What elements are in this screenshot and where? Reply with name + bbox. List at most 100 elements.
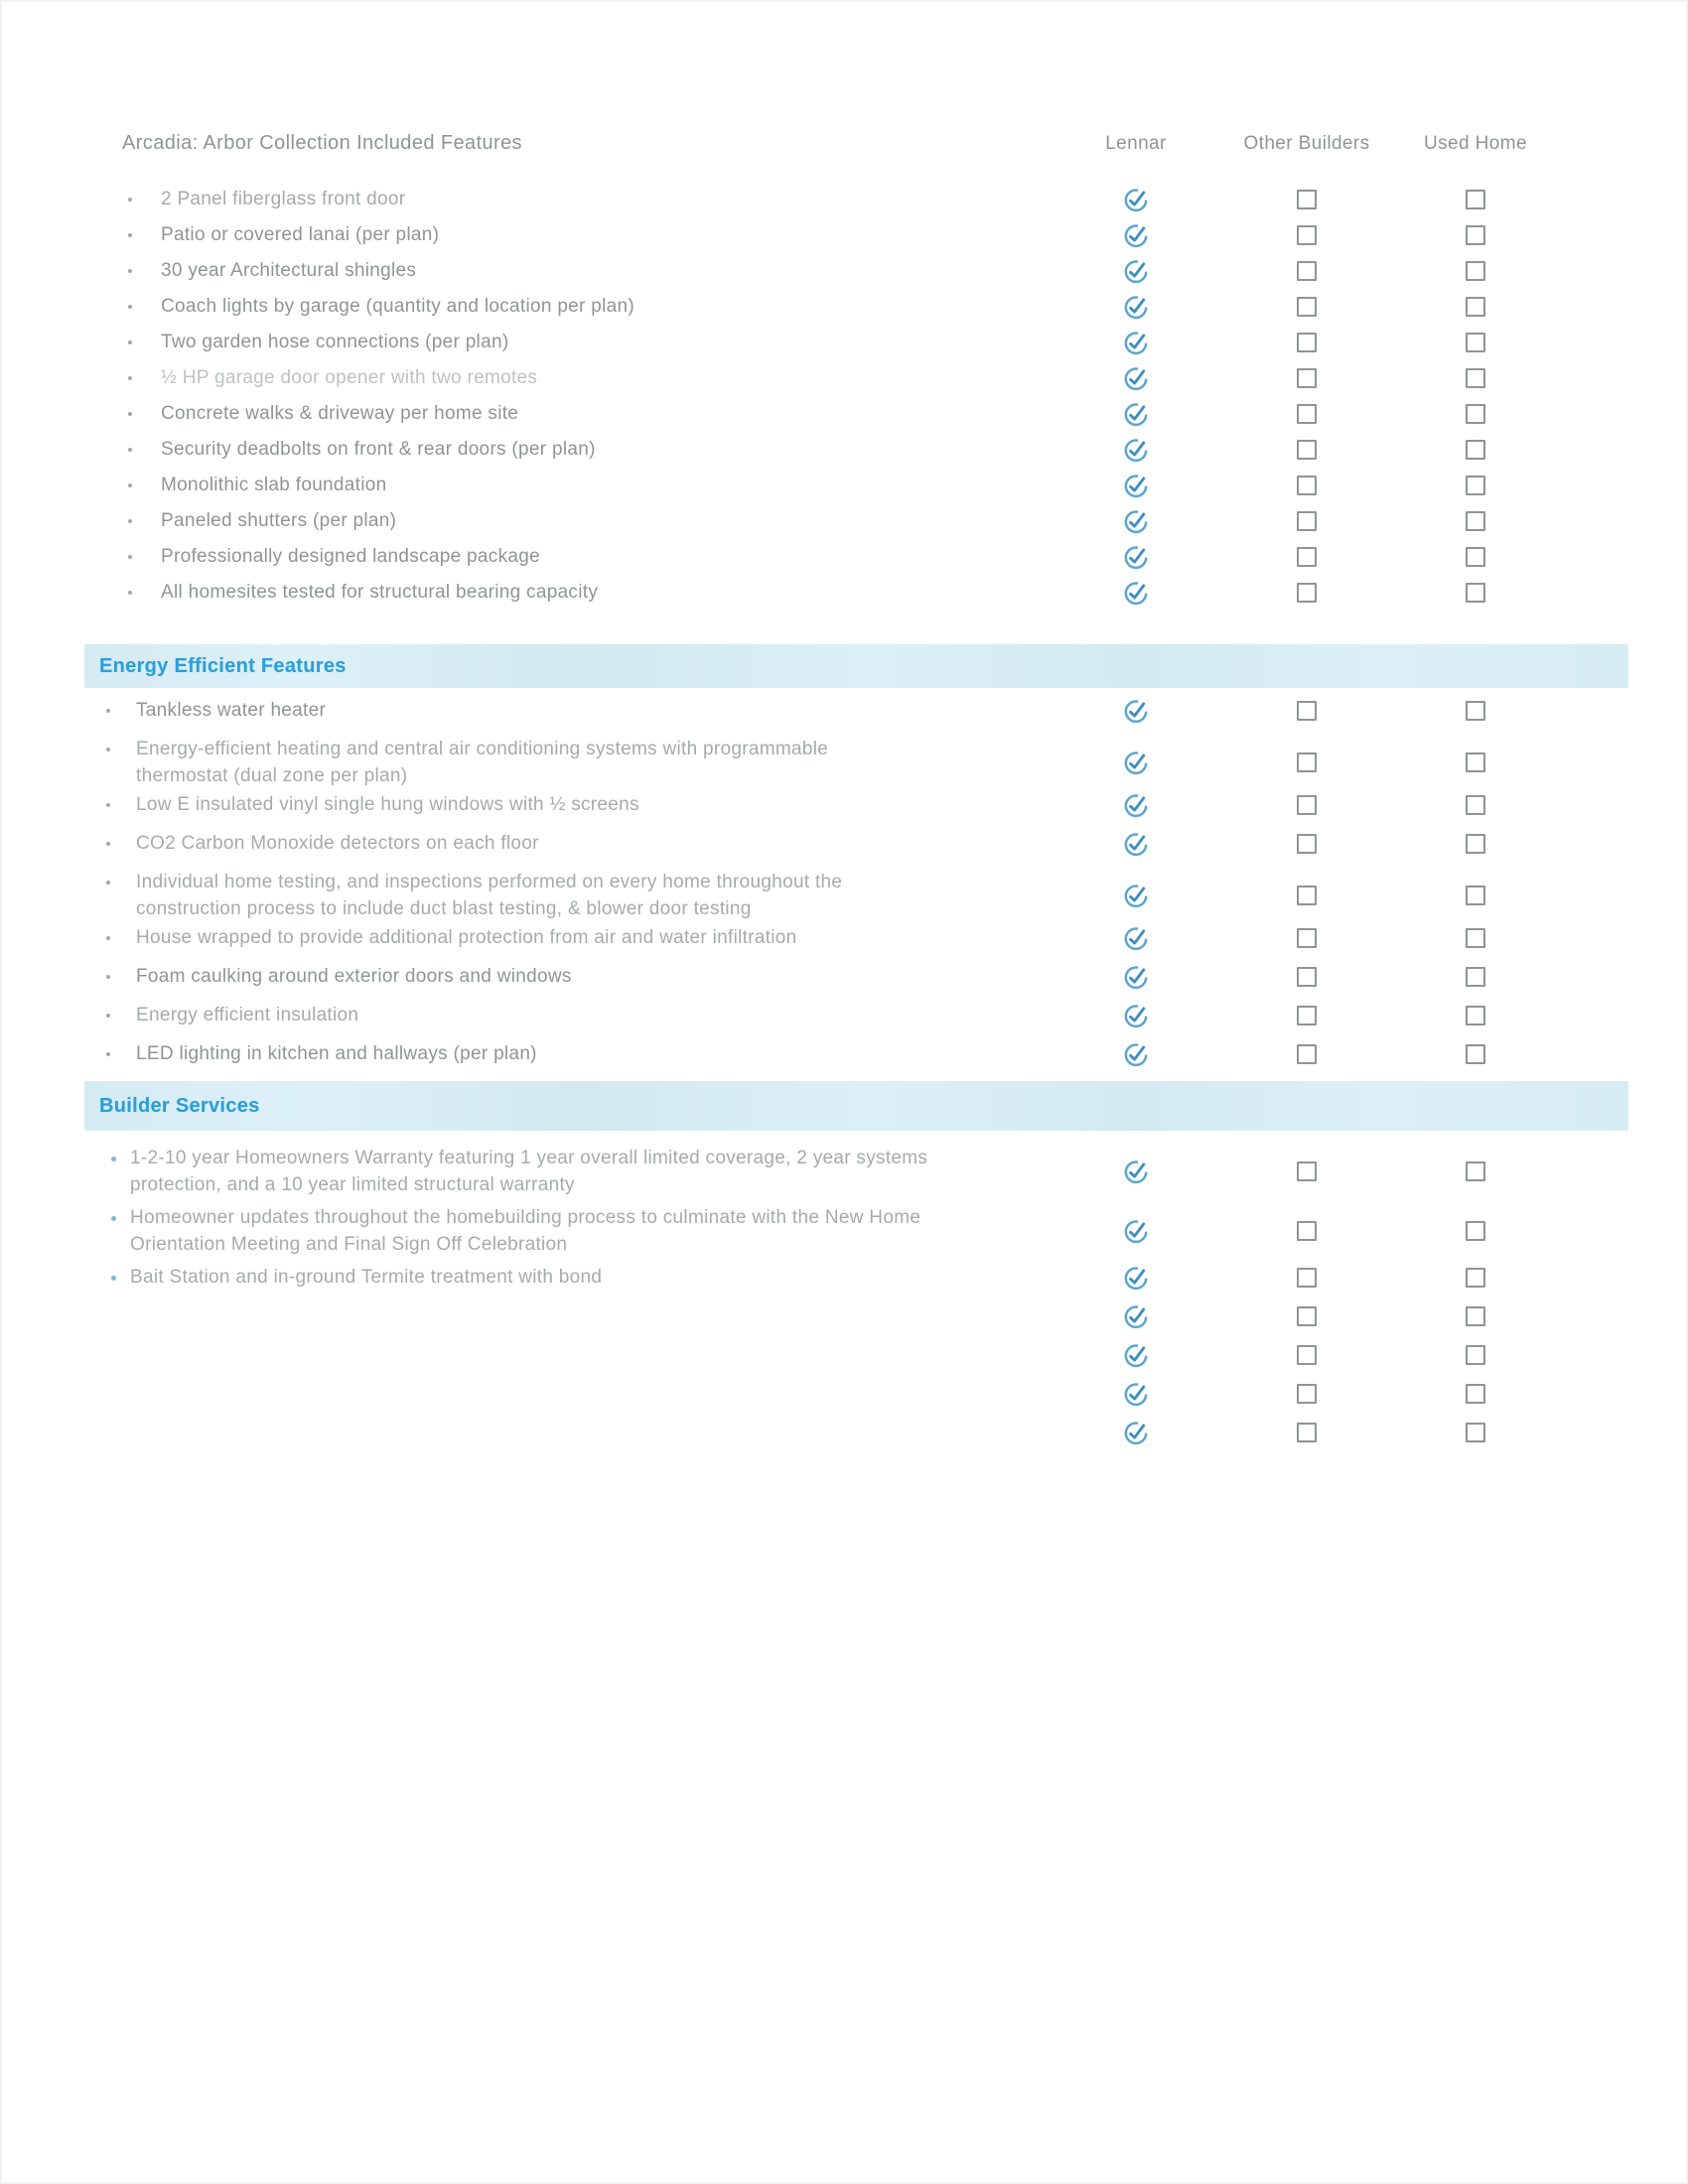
used-home-checkbox <box>1466 1267 1485 1288</box>
used-home-checkbox <box>1466 260 1485 281</box>
column-header-other-builders: Other Builders <box>1243 133 1370 154</box>
used-home-checkbox <box>1466 475 1485 495</box>
section-energy-efficient-features: Tankless water heater Energy-efficient h… <box>0 697 1688 1079</box>
feature-text: Coach lights by garage (quantity and loc… <box>161 296 635 317</box>
used-home-checkbox <box>1466 1043 1485 1064</box>
feature-row: Coach lights by garage (quantity and loc… <box>0 293 1688 320</box>
feature-row: Monolithic slab foundation <box>0 472 1688 498</box>
feature-text: Homeowner updates throughout the homebui… <box>130 1207 921 1255</box>
feature-row: ½ HP garage door opener with two remotes <box>0 364 1688 391</box>
used-home-checkbox <box>1466 224 1485 245</box>
bullet-icon <box>106 748 110 751</box>
other-builders-checkbox <box>1297 510 1317 531</box>
other-builders-checkbox <box>1297 1267 1317 1288</box>
feature-text: CO2 Carbon Monoxide detectors on each fl… <box>136 833 539 854</box>
other-builders-checkbox <box>1297 1005 1317 1025</box>
column-header-used-home: Used Home <box>1424 133 1527 154</box>
lennar-circle-check-icon <box>1123 222 1149 248</box>
other-builders-checkbox <box>1297 927 1317 948</box>
used-home-checkbox <box>1466 966 1485 987</box>
used-home-checkbox <box>1466 332 1485 352</box>
bullet-icon <box>128 555 132 559</box>
feature-row: All homesites tested for structural bear… <box>0 579 1688 606</box>
other-builders-checkbox <box>1297 794 1317 815</box>
section-title: Energy Efficient Features <box>99 654 347 677</box>
feature-row: 30 year Architectural shingles <box>0 257 1688 284</box>
bullet-icon <box>111 1216 116 1221</box>
lennar-circle-check-icon <box>1123 1159 1149 1184</box>
lennar-circle-check-icon <box>1123 294 1149 320</box>
lennar-circle-check-icon <box>1123 1381 1149 1407</box>
other-builders-checkbox <box>1297 475 1317 495</box>
feature-text: Paneled shutters (per plan) <box>161 510 397 531</box>
feature-text: Energy efficient insulation <box>136 1005 359 1025</box>
feature-row: 2 Panel fiberglass front door <box>0 186 1688 212</box>
feature-row: Professionally designed landscape packag… <box>0 543 1688 570</box>
lennar-circle-check-icon <box>1123 1003 1149 1028</box>
lennar-circle-check-icon <box>1123 401 1149 427</box>
used-home-checkbox <box>1466 403 1485 424</box>
feature-text: Foam caulking around exterior doors and … <box>136 966 572 987</box>
feature-text: All homesites tested for structural bear… <box>161 582 599 603</box>
section-title: Builder Services <box>99 1094 260 1117</box>
feature-row: CO2 Carbon Monoxide detectors on each fl… <box>0 830 1688 857</box>
used-home-checkbox <box>1466 927 1485 948</box>
lennar-circle-check-icon <box>1123 258 1149 284</box>
lennar-circle-check-icon <box>1123 750 1149 775</box>
other-builders-checkbox <box>1297 1305 1317 1326</box>
lennar-circle-check-icon <box>1123 831 1149 857</box>
used-home-checkbox <box>1466 1005 1485 1025</box>
other-builders-checkbox <box>1297 1344 1317 1365</box>
lennar-circle-check-icon <box>1123 1265 1149 1291</box>
lennar-circle-check-icon <box>1123 580 1149 606</box>
other-builders-checkbox <box>1297 886 1317 905</box>
feature-row: House wrapped to provide additional prot… <box>0 924 1688 951</box>
feature-row: Tankless water heater <box>0 697 1688 724</box>
other-builders-checkbox <box>1297 332 1317 352</box>
bullet-icon <box>106 881 110 885</box>
used-home-checkbox <box>1466 700 1485 721</box>
used-home-checkbox <box>1466 546 1485 567</box>
feature-row: Bait Station and in-ground Termite treat… <box>0 1264 1688 1291</box>
section-included-features: 2 Panel fiberglass front door Patio or c… <box>0 186 1688 614</box>
feature-text: Bait Station and in-ground Termite treat… <box>130 1267 603 1288</box>
feature-row <box>0 1341 1688 1368</box>
used-home-checkbox <box>1466 833 1485 854</box>
feature-row <box>0 1419 1688 1445</box>
lennar-circle-check-icon <box>1123 1420 1149 1445</box>
bullet-icon <box>106 803 110 807</box>
other-builders-checkbox <box>1297 439 1317 460</box>
lennar-circle-check-icon <box>1123 1303 1149 1329</box>
bullet-icon <box>106 842 110 846</box>
feature-text: 30 year Architectural shingles <box>161 260 417 281</box>
bullet-icon <box>128 269 132 273</box>
feature-text: ½ HP garage door opener with two remotes <box>161 367 538 388</box>
feature-row: Security deadbolts on front & rear doors… <box>0 436 1688 463</box>
lennar-circle-check-icon <box>1123 698 1149 724</box>
other-builders-checkbox <box>1297 546 1317 567</box>
sections-root: 2 Panel fiberglass front door Patio or c… <box>0 186 1688 1457</box>
bullet-icon <box>111 1157 116 1161</box>
used-home-checkbox <box>1466 510 1485 531</box>
bullet-icon <box>106 936 110 940</box>
feature-text: LED lighting in kitchen and hallways (pe… <box>136 1043 537 1064</box>
other-builders-checkbox <box>1297 367 1317 388</box>
used-home-checkbox <box>1466 439 1485 460</box>
other-builders-checkbox <box>1297 833 1317 854</box>
bullet-icon <box>106 709 110 713</box>
bullet-icon <box>128 198 132 202</box>
feature-row: Energy-efficient heating and central air… <box>0 736 1688 789</box>
table-header: Arcadia: Arbor Collection Included Featu… <box>0 132 1688 158</box>
feature-text: House wrapped to provide additional prot… <box>136 927 797 948</box>
bullet-icon <box>128 519 132 523</box>
other-builders-checkbox <box>1297 700 1317 721</box>
feature-row: Individual home testing, and inspections… <box>0 869 1688 922</box>
bullet-icon <box>111 1276 116 1281</box>
feature-row: Concrete walks & driveway per home site <box>0 400 1688 427</box>
used-home-checkbox <box>1466 1383 1485 1404</box>
bullet-icon <box>106 1014 110 1018</box>
document-title: Arcadia: Arbor Collection Included Featu… <box>122 132 522 154</box>
feature-row <box>0 1380 1688 1407</box>
lennar-circle-check-icon <box>1123 330 1149 355</box>
other-builders-checkbox <box>1297 1161 1317 1181</box>
